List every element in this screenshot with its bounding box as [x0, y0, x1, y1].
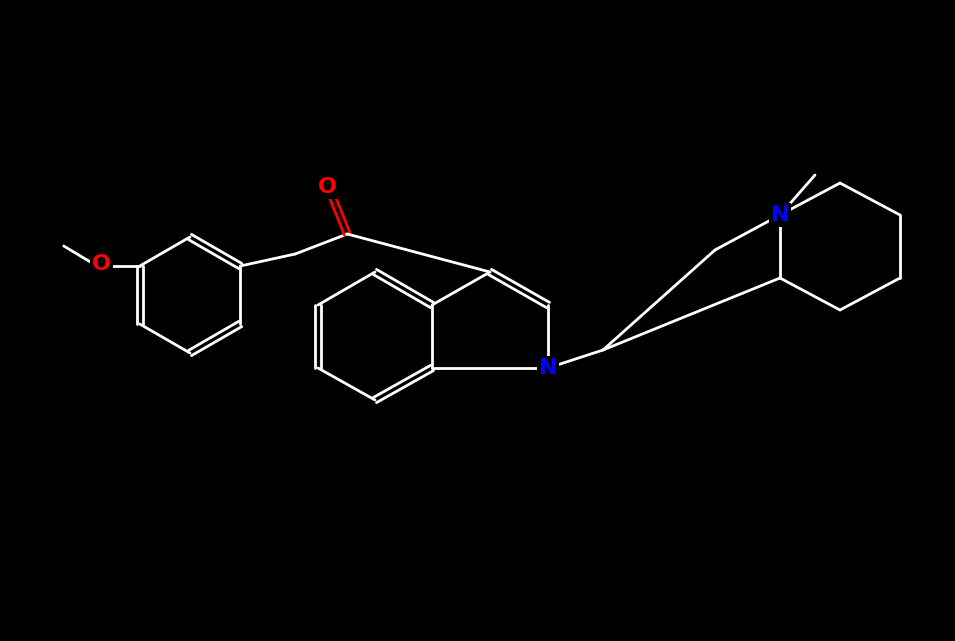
Text: N: N: [771, 205, 789, 225]
Text: O: O: [318, 177, 337, 197]
Text: N: N: [539, 358, 558, 378]
Text: O: O: [93, 254, 112, 274]
